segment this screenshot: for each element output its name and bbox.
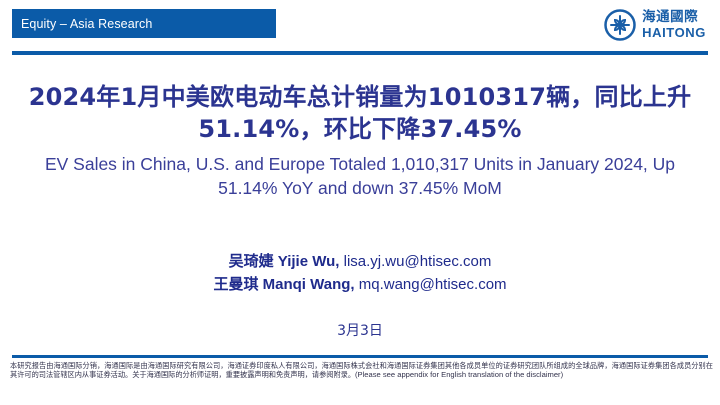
publication-date: 3月3日 xyxy=(337,323,383,339)
author-email[interactable]: mq.wang@htisec.com xyxy=(358,276,507,294)
disclaimer-text: 本研究报告由海通国际分销，海通国际是由海通国际研究有限公司，海通证券印度私人有限… xyxy=(10,361,713,380)
author-entry: 吴琦婕 Yijie Wu, lisa.yj.wu@htisec.com xyxy=(14,250,706,273)
page-title-english: EV Sales in China, U.S. and Europe Total… xyxy=(44,154,676,199)
haitong-circular-emblem-icon xyxy=(604,9,636,41)
haitong-logo: 海通國際 HAITONG xyxy=(604,7,706,43)
disclaimer-chinese: 本研究报告由海通国际分销，海通国际是由海通国际研究有限公司，海通证券印度私人有限… xyxy=(10,361,713,380)
haitong-logo-english: HAITONG xyxy=(642,25,706,41)
disclaimer-english: (Please see appendix for English transla… xyxy=(355,370,564,380)
page-title-chinese: 2024年1月中美欧电动车总计销量为1010317辆，同比上升51.14%，环比… xyxy=(28,83,692,143)
author-email[interactable]: lisa.yj.wu@htisec.com xyxy=(343,253,492,270)
author-entry: 王曼琪 Manqi Wang, mq.wang@htisec.com xyxy=(14,273,706,296)
section-band-equity-asia-research: Equity – Asia Research xyxy=(12,9,276,38)
author-name-english: Yijie Wu, xyxy=(277,253,340,270)
haitong-logo-chinese: 海通國際 xyxy=(642,8,699,25)
section-band-label: Equity – Asia Research xyxy=(21,16,153,31)
author-name-chinese: 吴琦婕 xyxy=(228,252,274,270)
header-divider-rule xyxy=(12,51,708,55)
footer-divider-rule xyxy=(12,355,708,358)
author-name-chinese: 王曼琪 xyxy=(213,275,259,294)
author-block: 吴琦婕 Yijie Wu, lisa.yj.wu@htisec.com 王曼琪 … xyxy=(14,250,706,297)
author-name-english: Manqi Wang, xyxy=(262,276,355,294)
title-block: 2024年1月中美欧电动车总计销量为1010317辆，同比上升51.14%，环比… xyxy=(14,82,706,201)
haitong-logo-text: 海通國際 HAITONG xyxy=(642,8,706,41)
